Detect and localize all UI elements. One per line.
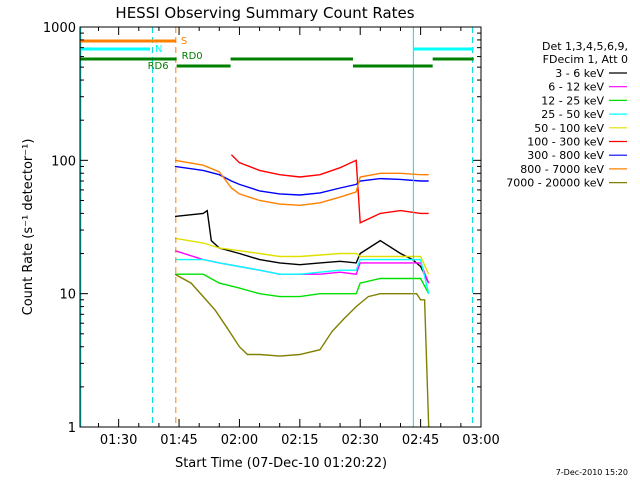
x-tick-label: 02:00 [221,433,258,448]
x-axis-label: Start Time (07-Dec-10 01:20:22) [175,456,387,471]
x-tick-label: 03:00 [462,433,499,448]
x-tick-label: 02:15 [281,433,318,448]
y-axis-ticks: 1 10 100 1000 [43,21,481,436]
vertical-markers [80,27,474,427]
series-line-12-25-kev [175,273,430,298]
y-tick-label: 100 [51,154,76,169]
legend-label-50-100-kev: 50 - 100 keV [534,122,604,135]
legend: Det 1,3,4,5,6,9,FDecim 1, Att 03 - 6 keV… [506,40,628,190]
x-tick-label: 02:30 [341,433,378,448]
series-line-50-100-kev [174,237,430,275]
legend-label-100-300-kev: 100 - 300 keV [527,136,604,149]
series-line-100-300-kev [230,154,429,224]
legend-label-3-6-kev: 3 - 6 keV [555,67,604,80]
series-line-3-6-kev [174,209,430,284]
indicator-label-rd6: RD6 [148,61,169,72]
y-tick-label: 1 [68,421,76,436]
legend-label-7000-20000-kev: 7000 - 20000 keV [506,177,604,190]
legend-label-6-12-kev: 6 - 12 keV [548,81,604,94]
legend-header-line: FDecim 1, Att 0 [543,53,628,66]
indicator-label-s: S [181,36,187,47]
legend-header-line: Det 1,3,4,5,6,9, [542,40,628,53]
y-axis-label: Count Rate (s⁻¹ detector⁻¹) [21,139,36,316]
chart-title: HESSI Observing Summary Count Rates [115,4,414,22]
y-tick-label: 1000 [43,21,76,36]
plot-frame [79,26,482,428]
x-tick-label: 01:30 [100,433,137,448]
legend-label-300-800-kev: 300 - 800 keV [527,149,604,162]
indicator-label-n: N [155,44,162,55]
y-tick-label: 10 [59,288,76,303]
indicator-label-rd0: RD0 [182,51,203,62]
legend-label-12-25-kev: 12 - 25 keV [541,94,604,107]
series-line-300-800-kev [174,165,429,196]
x-axis-ticks: 01:30 01:45 02:00 02:15 02:30 02:45 03:00 [98,27,500,448]
plot-lines [174,154,430,428]
series-line-7000-20000-kev [174,273,430,428]
legend-label-25-50-kev: 25 - 50 keV [541,108,604,121]
legend-label-800-7000-kev: 800 - 7000 keV [520,163,604,176]
x-tick-label: 01:45 [160,433,197,448]
date-stamp: 7-Dec-2010 15:20 [556,468,628,477]
x-tick-label: 02:45 [402,433,439,448]
attenuator-indicators: S N RD6 RD0 [80,36,474,72]
series-line-800-7000-kev [174,159,429,207]
series-line-25-50-kev [175,258,430,294]
